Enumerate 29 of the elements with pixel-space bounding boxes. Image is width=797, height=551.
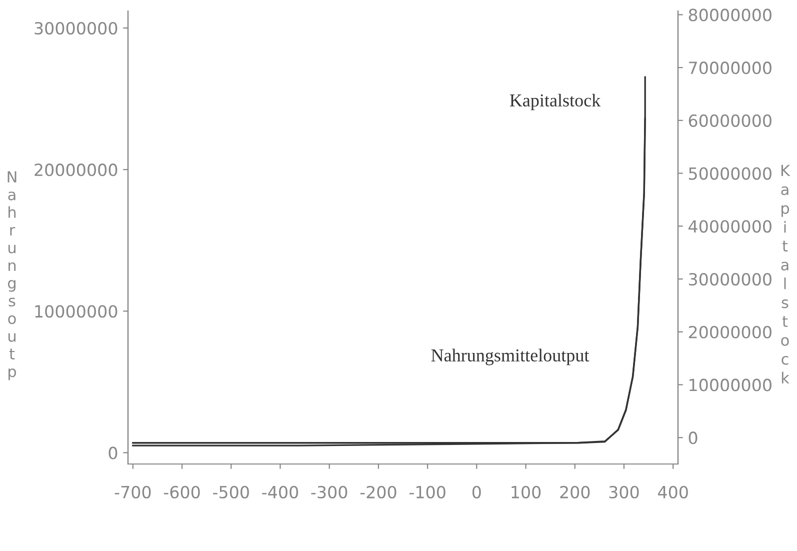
y2-tick-label: 60000000: [688, 114, 772, 127]
y2-tick-label: 20000000: [688, 326, 772, 338]
y-tick-label: 10000000: [35, 305, 118, 318]
text: Nahrungsoutp: [8, 171, 16, 380]
y2-tick-label: 50000000: [689, 167, 772, 180]
x-tick-label: -300: [311, 486, 348, 498]
y-tick-label: 30000000: [34, 22, 118, 35]
y-tick-label: 20000000: [34, 164, 118, 176]
x-tick-label: 400: [658, 486, 688, 498]
x-tick-label: 300: [609, 486, 639, 498]
x-tick-label: -200: [360, 486, 396, 498]
x-tick-label: -600: [164, 486, 200, 498]
x-tick-label: -100: [409, 486, 446, 498]
y2-tick-label: 10000000: [690, 378, 772, 392]
x-tick-label: -500: [213, 486, 249, 498]
y2-tick-label: 80000000: [688, 8, 772, 22]
text: Kapitalstock: [510, 94, 601, 110]
y2-tick-label: 40000000: [688, 220, 772, 233]
x-tick-label: -400: [262, 486, 298, 498]
text: Nahrungsmitteloutput: [431, 348, 590, 366]
text: Kapitalstock: [781, 164, 790, 384]
x-tick-label: 100: [512, 486, 541, 498]
y2-tick-label: 30000000: [688, 272, 772, 286]
x-tick-label: 200: [560, 486, 590, 498]
y2-tick-label: 70000000: [689, 62, 772, 74]
y2-tick-label: 0: [688, 432, 698, 444]
x-tick-label: 0: [472, 486, 481, 498]
x-tick-label: -700: [114, 486, 151, 498]
y-tick-label: 0: [108, 446, 118, 460]
